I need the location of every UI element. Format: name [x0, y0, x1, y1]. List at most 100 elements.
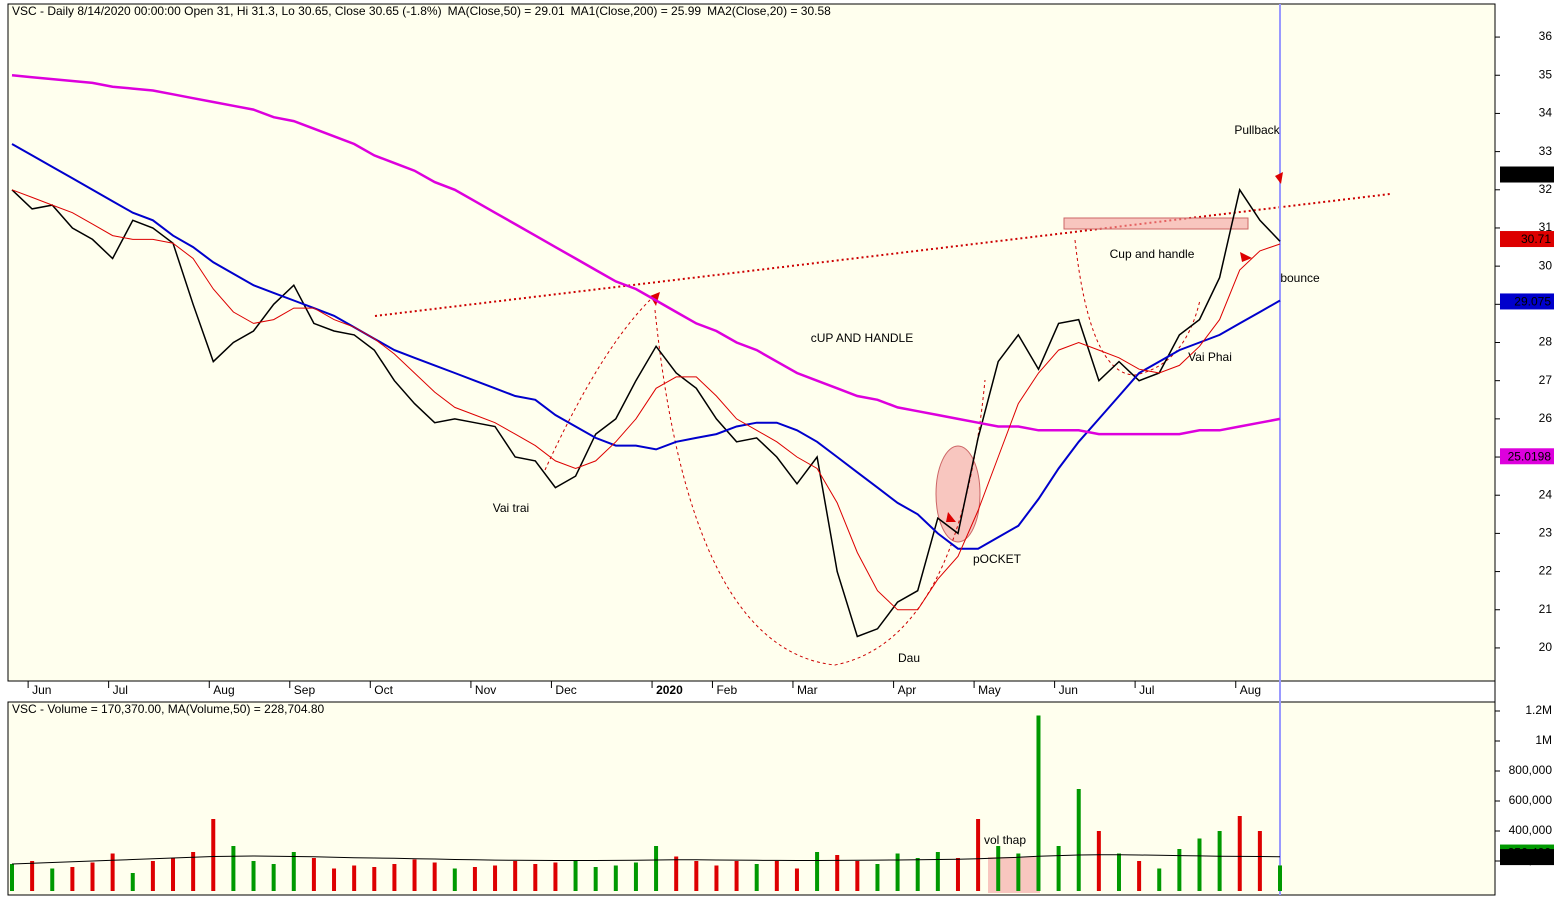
- y-tick-label: 800,000: [1509, 763, 1553, 777]
- x-tick-label: Oct: [374, 683, 393, 697]
- volume-bar: [533, 864, 538, 891]
- annotation: bounce: [1280, 271, 1320, 285]
- volume-bar: [1137, 861, 1142, 891]
- volume-bar: [50, 868, 55, 891]
- volume-bar: [452, 868, 457, 891]
- volume-bar: [1016, 853, 1021, 891]
- y-tick-label: 30: [1539, 258, 1553, 272]
- volume-bar: [110, 853, 115, 891]
- legend-entry: MA(Close,50) = 29.01: [448, 4, 565, 18]
- annotation: pOCKET: [973, 552, 1022, 566]
- volume-panel: [7, 701, 1496, 896]
- volume-bar: [493, 865, 498, 891]
- series-line: [11, 187, 1281, 638]
- annotation: Dau: [898, 651, 920, 665]
- y-tick-label: 21: [1539, 602, 1553, 616]
- x-tick-label: Feb: [716, 683, 737, 697]
- x-tick-label: Nov: [475, 683, 496, 697]
- arrow: [946, 512, 956, 522]
- volume-bar: [714, 865, 719, 891]
- x-tick-label: Jun: [1059, 683, 1078, 697]
- volume-ma-line: [11, 854, 1281, 865]
- volume-bar: [835, 855, 840, 891]
- y-tick-label: 34: [1539, 106, 1553, 120]
- volume-bar: [150, 861, 155, 891]
- volume-bar: [674, 856, 679, 891]
- volume-bar: [372, 867, 377, 891]
- volume-bar: [1237, 816, 1242, 891]
- value-box-label: 30.71: [1521, 232, 1551, 246]
- volume-bar: [1157, 868, 1162, 891]
- volume-bar: [915, 858, 920, 891]
- volume-bar: [855, 861, 860, 891]
- volume-bar: [875, 864, 880, 891]
- volume-bar: [472, 867, 477, 891]
- value-box: [1500, 293, 1554, 310]
- annotation: Vai trai: [493, 501, 529, 515]
- price-title: VSC - Daily 8/14/2020 00:00:00 Open 31, …: [12, 4, 442, 18]
- x-tick-label: Jun: [32, 683, 51, 697]
- volume-bar: [794, 868, 799, 891]
- y-tick-label: 20: [1539, 640, 1553, 654]
- volume-bar: [1116, 853, 1121, 891]
- y-tick-label: 26: [1539, 411, 1553, 425]
- volume-bar: [1257, 831, 1262, 891]
- volume-bar: [1177, 849, 1182, 891]
- volume-bar: [955, 858, 960, 891]
- volume-bar: [1076, 789, 1081, 891]
- x-tick-label: Aug: [1240, 683, 1261, 697]
- volume-bar: [1197, 838, 1202, 891]
- volume-bar: [633, 862, 638, 891]
- value-box-label: 29.075: [1514, 295, 1551, 309]
- y-tick-label: 1.2M: [1525, 703, 1552, 717]
- y-tick-label: 28: [1539, 335, 1553, 349]
- y-tick-label: 24: [1539, 487, 1553, 501]
- volume-bar: [70, 867, 75, 891]
- volume-bar: [553, 862, 558, 891]
- volume-bar: [251, 861, 256, 891]
- x-tick-label: Mar: [797, 683, 818, 697]
- series-line: [11, 143, 1281, 550]
- volume-bar: [171, 858, 176, 891]
- y-tick-label: 400,000: [1509, 823, 1553, 837]
- volume-bar: [815, 852, 820, 891]
- volume-bar: [130, 873, 135, 891]
- volume-bar: [30, 861, 35, 891]
- annotation: Cup and handle: [1110, 247, 1195, 261]
- volume-bar: [392, 864, 397, 891]
- value-box-label: 32.4: [1528, 168, 1552, 182]
- x-tick-label: Aug: [213, 683, 234, 697]
- x-tick-label: Dec: [555, 683, 576, 697]
- value-box-label: 25.0198: [1508, 449, 1552, 463]
- legend-entry: MA1(Close,200) = 25.99: [571, 4, 702, 18]
- value-box: [1500, 448, 1554, 465]
- volume-bar: [191, 852, 196, 891]
- resistance-zone: [1063, 217, 1249, 230]
- value-box: [1500, 231, 1554, 248]
- volume-bar: [271, 864, 276, 891]
- volume-bar: [90, 862, 95, 891]
- volume-bar: [895, 853, 900, 891]
- volume-bar: [996, 846, 1001, 891]
- volume-bar: [10, 864, 14, 891]
- cup-arc: [654, 309, 986, 666]
- volume-bar: [211, 819, 216, 891]
- x-tick-label: May: [978, 683, 1001, 697]
- volume-bar: [311, 858, 316, 891]
- y-tick-label: 31: [1539, 220, 1553, 234]
- value-box: [1500, 166, 1554, 183]
- volume-bar: [513, 861, 518, 891]
- price-panel: [7, 3, 1496, 682]
- y-tick-label: 23: [1539, 526, 1553, 540]
- volume-bar: [754, 864, 759, 891]
- volume-bar: [654, 846, 659, 891]
- x-tick-label: Jul: [1139, 683, 1154, 697]
- volume-bar: [573, 861, 578, 891]
- annotation: Pullback: [1234, 123, 1280, 137]
- arrow: [1240, 252, 1252, 262]
- y-tick-label: 27: [1539, 373, 1553, 387]
- y-tick-label: 1M: [1535, 733, 1552, 747]
- series-line: [11, 189, 1281, 611]
- volume-bar: [231, 846, 236, 891]
